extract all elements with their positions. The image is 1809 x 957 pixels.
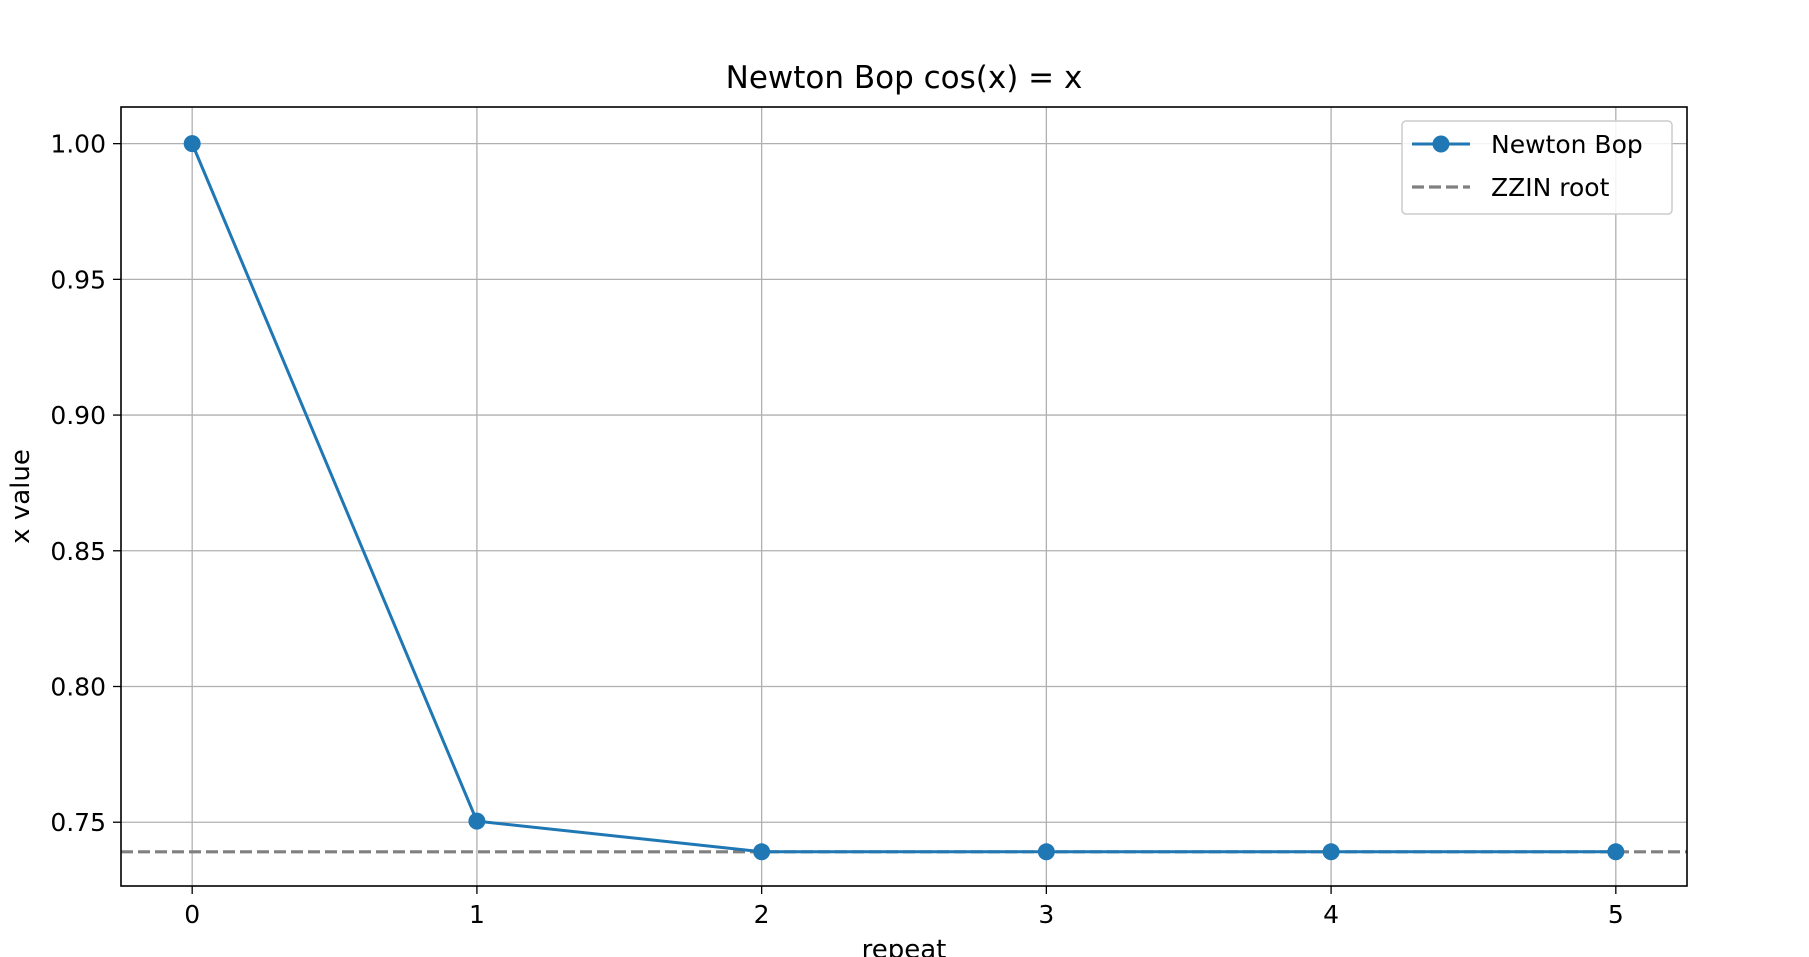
x-tick-label: 5 <box>1608 900 1624 929</box>
y-axis-ticks: 0.75 0.80 0.85 0.90 0.95 1.00 <box>50 130 121 837</box>
series-line-newton-bop <box>190 143 1616 854</box>
grid-lines <box>121 107 1687 886</box>
y-tick-label: 0.80 <box>50 673 106 702</box>
legend-label-newton-bop: Newton Bop <box>1491 130 1643 159</box>
data-point-newton-bop <box>468 812 486 830</box>
x-tick-label: 1 <box>469 900 485 929</box>
x-tick-label: 0 <box>184 900 200 929</box>
legend-swatch-marker-newton-bop <box>1432 135 1450 153</box>
y-tick-label: 0.95 <box>50 265 106 294</box>
series-markers <box>183 135 1625 861</box>
x-tick-label: 4 <box>1323 900 1339 929</box>
y-tick-label: 0.85 <box>50 537 106 566</box>
legend: Newton Bop ZZIN root <box>1401 120 1673 215</box>
series-lines <box>190 143 1616 854</box>
y-tick-label: 1.00 <box>50 130 106 159</box>
x-axis-title: repeat <box>862 935 947 957</box>
x-axis-ticks: 0 1 2 3 4 5 <box>184 886 1624 929</box>
data-point-newton-bop <box>1607 843 1625 861</box>
y-axis-title: x value <box>6 449 36 544</box>
y-tick-label: 0.75 <box>50 808 106 837</box>
data-point-newton-bop <box>753 843 771 861</box>
chart-title: Newton Bop cos(x) = x <box>726 60 1083 96</box>
x-tick-label: 3 <box>1038 900 1054 929</box>
plot-area-frame <box>120 106 1688 887</box>
x-tick-label: 2 <box>754 900 770 929</box>
data-point-newton-bop <box>1322 843 1340 861</box>
legend-label-zzin-root: ZZIN root <box>1491 173 1610 202</box>
y-tick-label: 0.90 <box>50 401 106 430</box>
data-point-newton-bop <box>183 135 201 153</box>
data-point-newton-bop <box>1037 843 1055 861</box>
